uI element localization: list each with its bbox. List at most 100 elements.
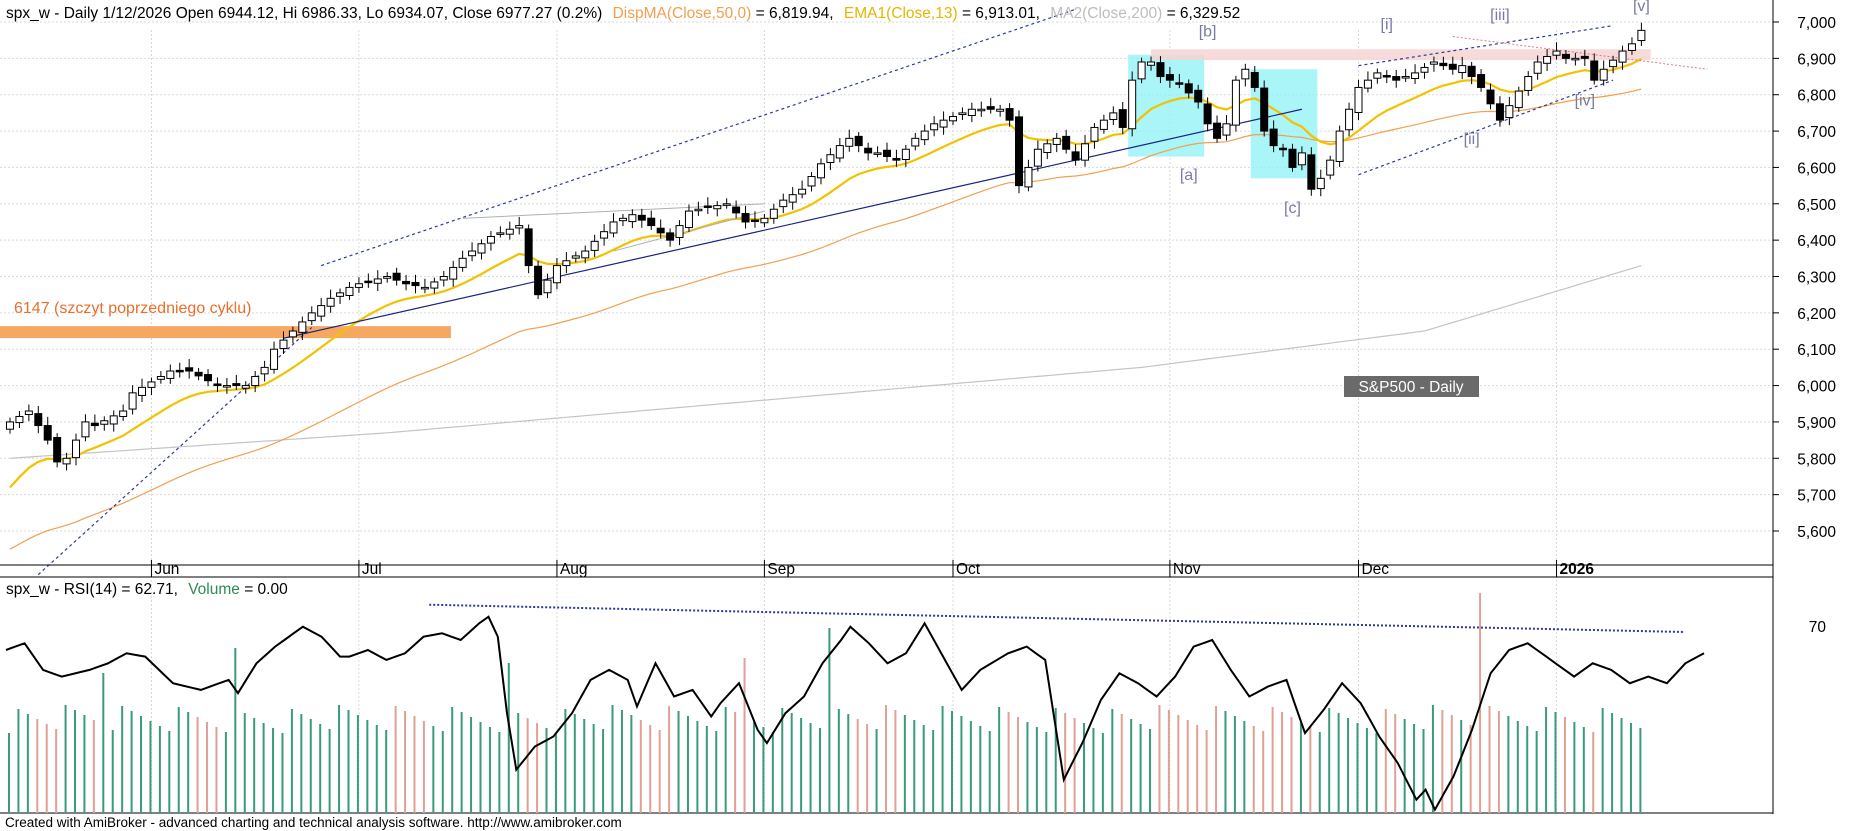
candle-down: [1392, 76, 1401, 81]
volume-bar: [602, 729, 605, 813]
volume-bar: [771, 732, 774, 813]
candle-down: [1156, 62, 1165, 78]
footer-credit: Created with AmiBroker - advanced charti…: [5, 815, 622, 830]
rsi-header-prefix: spx_w - RSI(14) = 62.71,: [6, 581, 178, 598]
candle-up: [694, 208, 703, 212]
candles-layer: [6, 22, 1646, 471]
rsi-annotations: [429, 603, 1685, 633]
candle-down: [854, 135, 863, 147]
volume-bar: [432, 726, 435, 813]
volume-bar: [1167, 710, 1170, 813]
volume-bar: [1384, 709, 1387, 813]
candle-up: [618, 217, 627, 222]
candle-down: [1288, 148, 1297, 168]
volume-bar: [1497, 711, 1500, 813]
candle-up: [307, 312, 316, 322]
volume-bar: [1290, 717, 1293, 813]
y-tick-label: 5,800: [1797, 451, 1836, 468]
volume-bar: [206, 722, 209, 813]
volume-bar: [884, 705, 887, 813]
wedge-upper-dotted: [1358, 25, 1614, 67]
candle-down: [750, 219, 759, 223]
volume-bar: [404, 711, 407, 813]
y-tick-label: 6,600: [1797, 160, 1836, 177]
volume-bar: [498, 732, 501, 813]
candle-down: [1467, 65, 1476, 78]
candle-up: [1335, 130, 1344, 162]
candle-up: [420, 286, 429, 290]
volume-bar: [338, 705, 341, 813]
candle-down: [1118, 109, 1127, 128]
candle-down: [194, 371, 203, 377]
volume-bar: [1064, 713, 1067, 813]
candle-down: [53, 436, 62, 463]
y-tick-label: 6,800: [1797, 88, 1836, 105]
candle-up: [156, 375, 165, 380]
volume-bar: [988, 731, 991, 813]
volume-bar: [564, 709, 567, 813]
candle-down: [741, 213, 750, 223]
candle-up: [6, 421, 14, 430]
volume-bar: [140, 716, 143, 813]
volume-bar: [36, 719, 39, 813]
candle-up: [1147, 61, 1156, 66]
volume-bar: [1507, 716, 1510, 813]
candle-up: [1363, 79, 1372, 89]
candle-down: [232, 383, 241, 387]
candle-up: [977, 108, 986, 112]
candle-down: [666, 232, 675, 241]
candle-up: [128, 392, 137, 410]
candle-up: [1033, 148, 1042, 167]
candle-down: [882, 149, 891, 158]
y-tick-label: 6,100: [1797, 342, 1836, 359]
month-label: Dec: [1361, 561, 1389, 578]
volume-bar: [507, 663, 510, 813]
candle-up: [1458, 65, 1467, 74]
y-tick-label: 6,500: [1797, 197, 1836, 214]
volume-bar: [451, 707, 454, 813]
candle-up: [241, 385, 250, 389]
candle-up: [1231, 79, 1240, 126]
candle-up: [675, 225, 684, 239]
candle-up: [100, 420, 109, 425]
wave-label: [a]: [1180, 167, 1198, 184]
candle-up: [996, 108, 1005, 112]
month-label: Nov: [1173, 561, 1201, 578]
month-label: Jul: [362, 561, 382, 578]
candle-up: [477, 243, 486, 254]
candle-up: [1637, 29, 1646, 42]
volume-bar: [592, 724, 595, 813]
header-ema-value: = 6,913.01,: [962, 5, 1040, 22]
candle-up: [147, 381, 156, 388]
candle-down: [1279, 147, 1288, 151]
candle-down: [1062, 135, 1071, 150]
volume-bar: [413, 716, 416, 813]
candle-up: [930, 123, 939, 131]
volume-bar: [394, 706, 397, 813]
volume-bar: [26, 714, 29, 813]
volume-bar: [470, 717, 473, 813]
y-tick-label: 6,000: [1797, 379, 1836, 396]
candle-down: [534, 265, 543, 296]
candle-down: [402, 280, 411, 285]
candle-down: [986, 106, 995, 110]
volume-bar: [536, 723, 539, 813]
candle-up: [798, 188, 807, 195]
candle-up: [1081, 143, 1090, 161]
candle-up: [166, 370, 175, 379]
volume-bar: [488, 727, 491, 813]
candle-up: [543, 279, 552, 294]
candle-down: [34, 413, 43, 427]
volume-bar: [1026, 722, 1029, 813]
volume-bar: [1347, 718, 1350, 813]
volume-bar: [1563, 717, 1566, 813]
volume-bar: [894, 710, 897, 813]
candle-down: [1005, 108, 1014, 121]
volume-bar: [45, 724, 48, 813]
pink-resistance-band: [1151, 49, 1651, 61]
month-label: 2026: [1560, 561, 1595, 578]
volume-bar: [1271, 707, 1274, 813]
volume-bar: [1469, 725, 1472, 813]
candle-up: [270, 348, 279, 370]
month-label: Oct: [956, 561, 981, 578]
